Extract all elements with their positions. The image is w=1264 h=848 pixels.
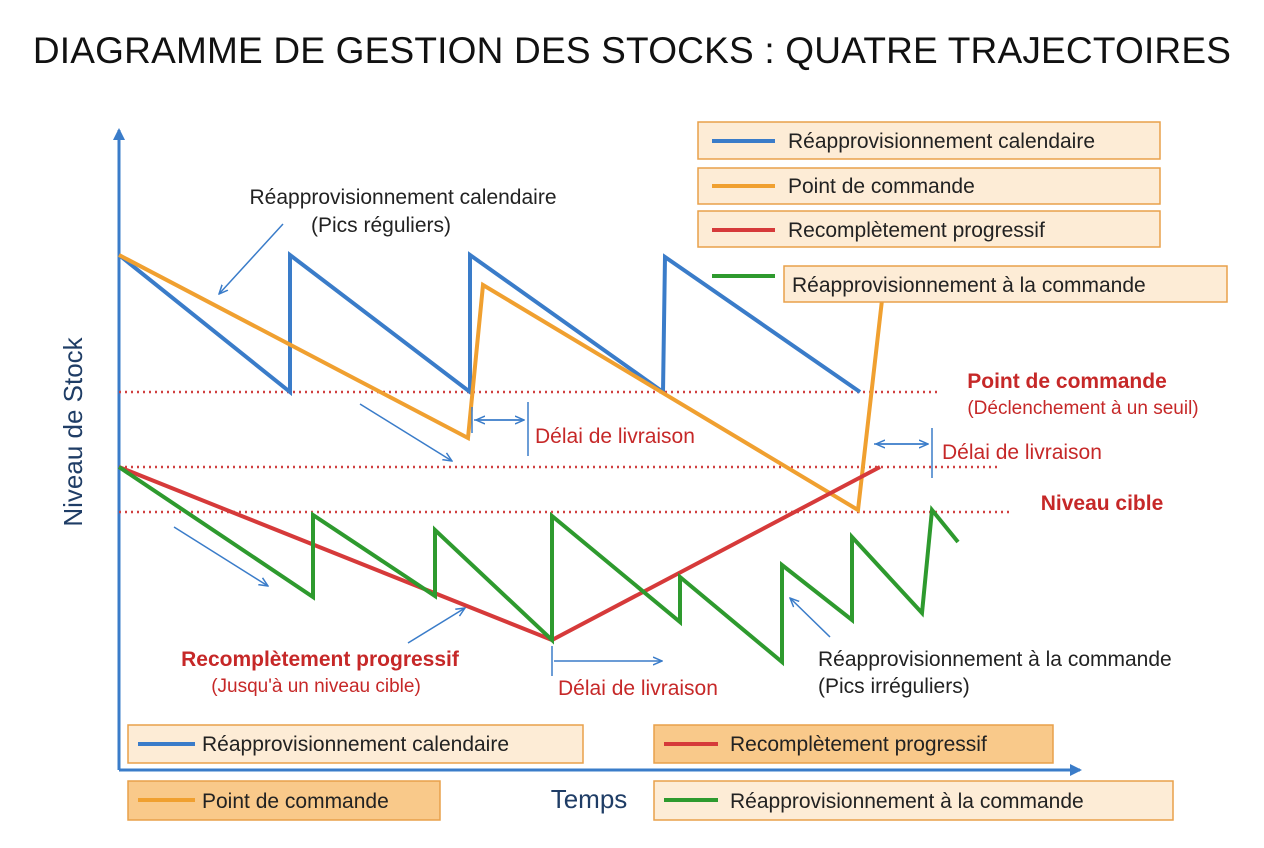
- annotation-calendaire-title: Réapprovisionnement calendaire: [249, 186, 556, 209]
- trajectory-commande: [117, 465, 960, 667]
- annotation-commande-title: Réapprovisionnement à la commande: [818, 648, 1172, 671]
- legend-top-label: Point de commande: [788, 175, 975, 198]
- lead-time-marker-1: [471, 402, 529, 456]
- legend-top-item-recompletement: Recomplètement progressif: [697, 210, 1161, 248]
- arrow-green: [173, 526, 268, 586]
- legend-bottom-item-commande: Réapprovisionnement à la commande: [653, 780, 1174, 821]
- legend-top-item-point: Point de commande: [697, 167, 1161, 205]
- legend-bottom-item-recompletement: Recomplètement progressif: [653, 724, 1054, 764]
- annotation-calendaire-sub: (Pics réguliers): [311, 214, 451, 237]
- legend-bottom-label: Réapprovisionnement à la commande: [730, 790, 1084, 813]
- legend-bottom-label: Réapprovisionnement calendaire: [202, 733, 509, 756]
- legend-top: Réapprovisionnement calendaire Point de …: [697, 121, 1228, 303]
- annotation-niveau-cible: Niveau cible: [1041, 492, 1164, 515]
- annotation-delai-2: Délai de livraison: [942, 441, 1102, 464]
- annotation-commande-sub: (Pics irréguliers): [818, 675, 970, 698]
- trajectory-point-commande: [118, 253, 884, 514]
- legend-top-label: Réapprovisionnement calendaire: [788, 130, 1095, 153]
- diagram-title: DIAGRAMME DE GESTION DES STOCKS : QUATRE…: [32, 30, 1232, 71]
- legend-bottom-label: Point de commande: [202, 790, 389, 813]
- lead-time-marker-3: [551, 646, 662, 676]
- annotation-recompletement-title: Recomplètement progressif: [181, 648, 460, 671]
- y-axis-label: Niveau de Stock: [58, 336, 88, 526]
- legend-top-item-commande: Réapprovisionnement à la commande: [712, 265, 1228, 303]
- annotation-delai-3: Délai de livraison: [558, 677, 718, 700]
- annotation-delai-1: Délai de livraison: [535, 425, 695, 448]
- legend-bottom: Réapprovisionnement calendaire Recomplèt…: [127, 724, 1174, 821]
- legend-top-item-calendaire: Réapprovisionnement calendaire: [697, 121, 1161, 160]
- trajectory-calendaire: [117, 250, 862, 397]
- arrow-commande: [790, 598, 831, 638]
- arrow-calendaire: [219, 223, 284, 294]
- legend-bottom-item-calendaire: Réapprovisionnement calendaire: [127, 724, 584, 764]
- annotation-point-sub: (Déclenchement à un seuil): [967, 398, 1198, 419]
- trajectory-recompletement: [118, 465, 881, 643]
- arrow-point: [359, 403, 452, 461]
- annotation-recompletement-sub: (Jusqu'à un niveau cible): [211, 676, 421, 697]
- annotation-point-title: Point de commande: [967, 370, 1167, 393]
- arrow-recompletement: [407, 608, 465, 644]
- lead-time-marker-2: [874, 428, 933, 478]
- legend-top-label: Recomplètement progressif: [788, 219, 1045, 242]
- legend-top-label: Réapprovisionnement à la commande: [792, 274, 1146, 297]
- x-axis-label: Temps: [551, 784, 628, 814]
- legend-bottom-label: Recomplètement progressif: [730, 733, 987, 756]
- legend-bottom-item-point: Point de commande: [127, 780, 441, 821]
